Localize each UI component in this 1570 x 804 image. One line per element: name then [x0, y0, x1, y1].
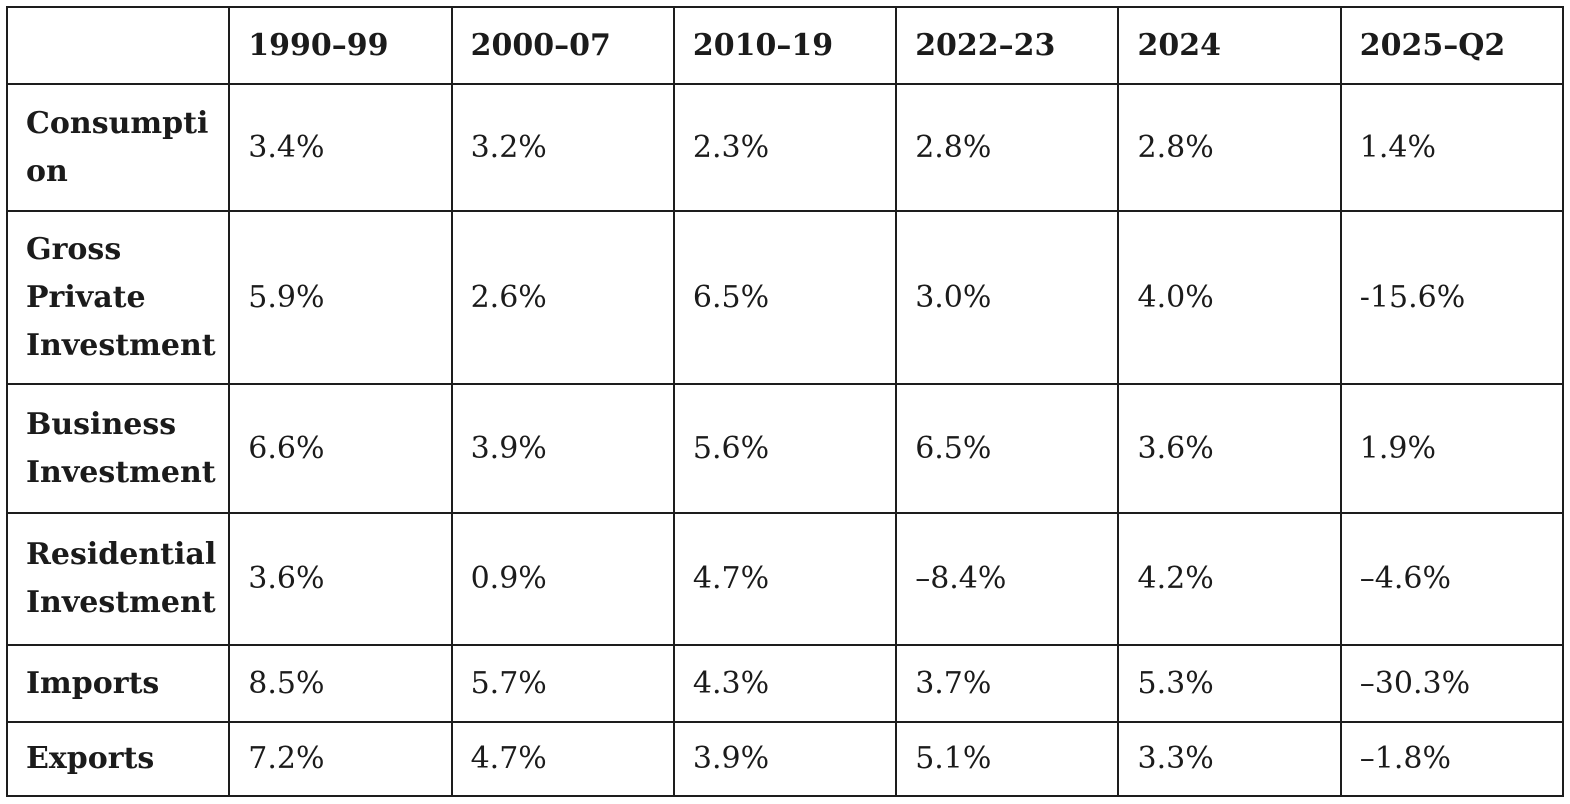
data-cell: 2.8%	[895, 83, 1120, 212]
data-cell: -15.6%	[1339, 210, 1565, 385]
row-label-exports: Exports	[5, 721, 231, 797]
data-cell: 2.3%	[672, 83, 898, 212]
table-row-business-investment: Business Investment 6.6% 3.9% 5.6% 6.5% …	[5, 383, 1565, 514]
data-cell: 4.7%	[450, 721, 675, 797]
column-header-2000-07: 2000–07	[450, 6, 675, 85]
table-row-consumption: Consumption 3.4% 3.2% 2.3% 2.8% 2.8% 1.4…	[5, 83, 1565, 212]
column-header-2010-19: 2010–19	[672, 6, 898, 85]
data-cell: 1.4%	[1339, 83, 1565, 212]
data-cell: 3.0%	[895, 210, 1120, 385]
row-label-business-investment: Business Investment	[5, 383, 231, 514]
data-cell: –30.3%	[1339, 644, 1565, 723]
data-cell: 3.3%	[1117, 721, 1342, 797]
data-cell: 4.7%	[672, 512, 898, 646]
data-cell: 6.6%	[228, 383, 453, 514]
data-cell: –1.8%	[1339, 721, 1565, 797]
data-cell: 6.5%	[672, 210, 898, 385]
data-cell: 3.6%	[228, 512, 453, 646]
data-cell: 5.9%	[228, 210, 453, 385]
data-cell: 4.2%	[1117, 512, 1342, 646]
data-cell: 4.0%	[1117, 210, 1342, 385]
table-row-imports: Imports 8.5% 5.7% 4.3% 3.7% 5.3% –30.3%	[5, 644, 1565, 723]
row-label-consumption: Consumption	[5, 83, 231, 212]
data-cell: 3.6%	[1117, 383, 1342, 514]
data-cell: 0.9%	[450, 512, 675, 646]
data-cell: 5.7%	[450, 644, 675, 723]
data-cell: 6.5%	[895, 383, 1120, 514]
data-cell: 3.2%	[450, 83, 675, 212]
data-cell: 5.3%	[1117, 644, 1342, 723]
data-cell: 8.5%	[228, 644, 453, 723]
column-header-2024: 2024	[1117, 6, 1342, 85]
table-row-gross-private-investment: Gross Private Investment 5.9% 2.6% 6.5% …	[5, 210, 1565, 385]
column-header-1990-99: 1990–99	[228, 6, 453, 85]
data-cell: 3.9%	[450, 383, 675, 514]
data-cell: 3.9%	[672, 721, 898, 797]
data-cell: 3.7%	[895, 644, 1120, 723]
gdp-growth-table: 1990–99 2000–07 2010–19 2022–23 2024 202…	[5, 6, 1565, 797]
row-label-imports: Imports	[5, 644, 231, 723]
data-cell: –8.4%	[895, 512, 1120, 646]
data-cell: 2.6%	[450, 210, 675, 385]
table-row-exports: Exports 7.2% 4.7% 3.9% 5.1% 3.3% –1.8%	[5, 721, 1565, 797]
data-cell: 7.2%	[228, 721, 453, 797]
column-header-2022-23: 2022–23	[895, 6, 1120, 85]
row-label-gross-private-investment: Gross Private Investment	[5, 210, 231, 385]
column-header-2025-q2: 2025–Q2	[1339, 6, 1565, 85]
table-row-residential-investment: Residential Investment 3.6% 0.9% 4.7% –8…	[5, 512, 1565, 646]
data-cell: 1.9%	[1339, 383, 1565, 514]
row-label-residential-investment: Residential Investment	[5, 512, 231, 646]
data-cell: 4.3%	[672, 644, 898, 723]
data-cell: 2.8%	[1117, 83, 1342, 212]
header-row: 1990–99 2000–07 2010–19 2022–23 2024 202…	[5, 6, 1565, 85]
corner-cell	[5, 6, 231, 85]
data-cell: 5.1%	[895, 721, 1120, 797]
data-cell: 3.4%	[228, 83, 453, 212]
data-cell: –4.6%	[1339, 512, 1565, 646]
data-cell: 5.6%	[672, 383, 898, 514]
